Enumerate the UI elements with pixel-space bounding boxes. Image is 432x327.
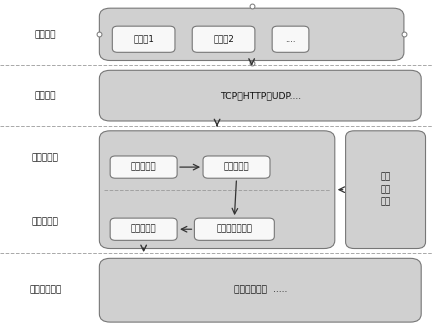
FancyBboxPatch shape [346, 131, 426, 249]
Text: 数据规则解析器: 数据规则解析器 [216, 225, 252, 234]
Text: 数据来源: 数据来源 [35, 30, 56, 39]
Text: ....: .... [285, 35, 296, 44]
Text: 数据校验器: 数据校验器 [131, 163, 156, 172]
Text: 数据分解器: 数据分解器 [224, 163, 249, 172]
FancyBboxPatch shape [110, 218, 177, 240]
FancyBboxPatch shape [192, 26, 255, 52]
FancyBboxPatch shape [112, 26, 175, 52]
FancyBboxPatch shape [272, 26, 309, 52]
Text: 后置处理器: 后置处理器 [32, 217, 59, 226]
Text: 前置处理器: 前置处理器 [32, 153, 59, 162]
FancyBboxPatch shape [194, 218, 274, 240]
FancyBboxPatch shape [99, 8, 404, 60]
Text: 数据下游处理: 数据下游处理 [29, 286, 61, 295]
Text: 规则
配置
中心: 规则 配置 中心 [381, 173, 391, 207]
FancyBboxPatch shape [99, 131, 335, 249]
Text: TCP、HTTP、UDP....: TCP、HTTP、UDP.... [220, 91, 301, 100]
Text: 数据校验器: 数据校验器 [131, 225, 156, 234]
Text: 传感器1: 传感器1 [133, 35, 154, 44]
Text: 数据传输: 数据传输 [35, 91, 56, 100]
FancyBboxPatch shape [110, 156, 177, 178]
Text: 数据下游处理  .....: 数据下游处理 ..... [234, 286, 287, 295]
FancyBboxPatch shape [99, 258, 421, 322]
FancyBboxPatch shape [203, 156, 270, 178]
FancyBboxPatch shape [99, 70, 421, 121]
Text: 传感器2: 传感器2 [213, 35, 234, 44]
